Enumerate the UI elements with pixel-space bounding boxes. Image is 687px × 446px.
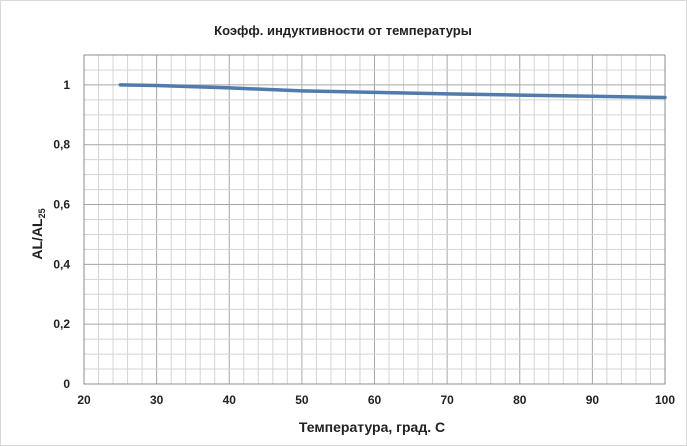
y-tick-label: 0,2 <box>53 317 70 331</box>
x-tick-label: 90 <box>586 393 600 407</box>
x-tick-label: 50 <box>295 393 309 407</box>
x-tick-label: 80 <box>513 393 527 407</box>
y-tick-label: 0,8 <box>53 138 70 152</box>
x-tick-label: 30 <box>150 393 164 407</box>
grid <box>83 54 666 385</box>
plot-border <box>83 54 666 385</box>
plot-area <box>83 54 666 385</box>
y-tick-label: 1 <box>63 78 70 92</box>
x-tick-label: 40 <box>223 393 237 407</box>
x-tick-label: 100 <box>655 393 675 407</box>
x-axis-title: Температура, град. С <box>299 419 445 435</box>
y-tick-label: 0,6 <box>53 198 70 212</box>
x-tick-label: 60 <box>368 393 382 407</box>
x-axis-ticks: 20 30 40 50 60 70 80 90 100 <box>77 393 675 407</box>
chart-title: Коэфф. индуктивности от температуры <box>214 23 472 38</box>
x-tick-label: 70 <box>440 393 454 407</box>
x-tick-label: 20 <box>77 393 91 407</box>
y-axis-title-main: AL/AL <box>29 218 45 260</box>
y-axis-title: AL/AL25 <box>29 208 47 259</box>
series-line <box>118 83 667 100</box>
y-tick-label: 0 <box>63 377 70 391</box>
y-axis-title-subscript: 25 <box>37 208 47 218</box>
y-tick-label: 0,4 <box>53 257 70 271</box>
series-layer <box>118 83 667 100</box>
y-axis-ticks: 0 0,2 0,4 0,6 0,8 1 <box>53 78 70 391</box>
